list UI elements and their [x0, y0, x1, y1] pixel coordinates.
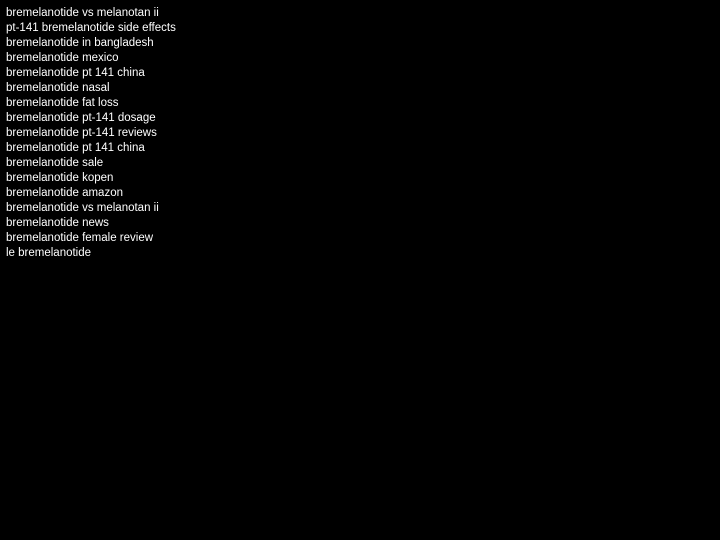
list-item: bremelanotide fat loss	[6, 96, 720, 111]
list-item: le bremelanotide	[6, 246, 720, 261]
list-item: bremelanotide pt 141 china	[6, 66, 720, 81]
list-item: bremelanotide vs melanotan ii	[6, 201, 720, 216]
list-item: bremelanotide pt-141 reviews	[6, 126, 720, 141]
list-item: bremelanotide nasal	[6, 81, 720, 96]
list-item: bremelanotide vs melanotan ii	[6, 6, 720, 21]
list-item: bremelanotide female review	[6, 231, 720, 246]
list-item: bremelanotide amazon	[6, 186, 720, 201]
list-item: bremelanotide pt 141 china	[6, 141, 720, 156]
text-list: bremelanotide vs melanotan ii pt-141 bre…	[0, 0, 720, 261]
list-item: bremelanotide news	[6, 216, 720, 231]
list-item: bremelanotide in bangladesh	[6, 36, 720, 51]
list-item: pt-141 bremelanotide side effects	[6, 21, 720, 36]
list-item: bremelanotide pt-141 dosage	[6, 111, 720, 126]
list-item: bremelanotide mexico	[6, 51, 720, 66]
list-item: bremelanotide kopen	[6, 171, 720, 186]
list-item: bremelanotide sale	[6, 156, 720, 171]
